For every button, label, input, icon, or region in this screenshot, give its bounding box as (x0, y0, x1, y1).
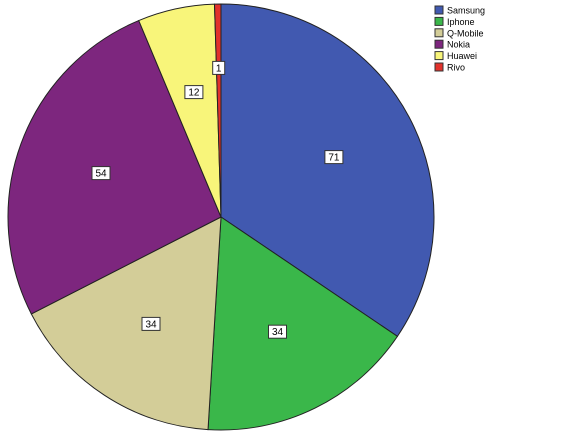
pie-label-text: 1 (216, 63, 222, 74)
pie-label-rivo: 1 (212, 60, 226, 75)
legend-label: Iphone (447, 17, 475, 27)
legend-label: Nokia (447, 40, 470, 50)
legend-swatch (434, 5, 444, 15)
legend-item-rivo: Rivo (434, 62, 465, 73)
legend-swatch (434, 16, 444, 26)
legend-label: Samsung (447, 6, 485, 16)
pie-slice-q-mobile (30, 216, 222, 431)
pie-label-text: 34 (145, 319, 157, 330)
pie-label-text: 71 (328, 153, 340, 164)
pie-value-labels: 71 34 34 54 12 1 (91, 60, 344, 339)
legend-swatch (434, 62, 444, 72)
legend-label: Huawei (447, 51, 477, 61)
pie-slice-iphone (207, 216, 399, 431)
legend-swatch (434, 51, 444, 61)
legend-item-samsung: Samsung (434, 5, 485, 16)
pie-label-box (324, 150, 344, 165)
pie-label-nokia: 54 (91, 166, 111, 181)
pie-label-text: 12 (188, 88, 200, 99)
pie-label-samsung: 71 (324, 150, 344, 165)
pie-slice-rivo (213, 3, 222, 218)
legend-label: Rivo (447, 63, 465, 73)
pie-label-box (184, 85, 204, 100)
pie-label-box (91, 166, 111, 181)
pie-label-iphone: 34 (268, 324, 287, 339)
pie-slices (7, 3, 435, 431)
legend-item-iphone: Iphone (434, 16, 475, 27)
legend-item-nokia: Nokia (434, 39, 470, 50)
legend-item-huawei: Huawei (434, 51, 477, 61)
pie-label-text: 34 (272, 327, 284, 338)
pie-slice-samsung (220, 3, 435, 338)
legend-swatch (434, 28, 444, 38)
pie-slice-nokia (7, 19, 222, 315)
legend-item-q-mobile: Q-Mobile (434, 28, 484, 38)
pie-label-huawei: 12 (184, 85, 204, 100)
pie-label-text: 54 (95, 169, 107, 180)
pie-label-q-mobile: 34 (141, 316, 161, 331)
legend-label: Q-Mobile (447, 28, 484, 38)
legend-swatch (434, 39, 444, 49)
pie-label-box (212, 60, 226, 75)
pie-label-box (268, 324, 287, 339)
pie-label-box (141, 316, 161, 331)
